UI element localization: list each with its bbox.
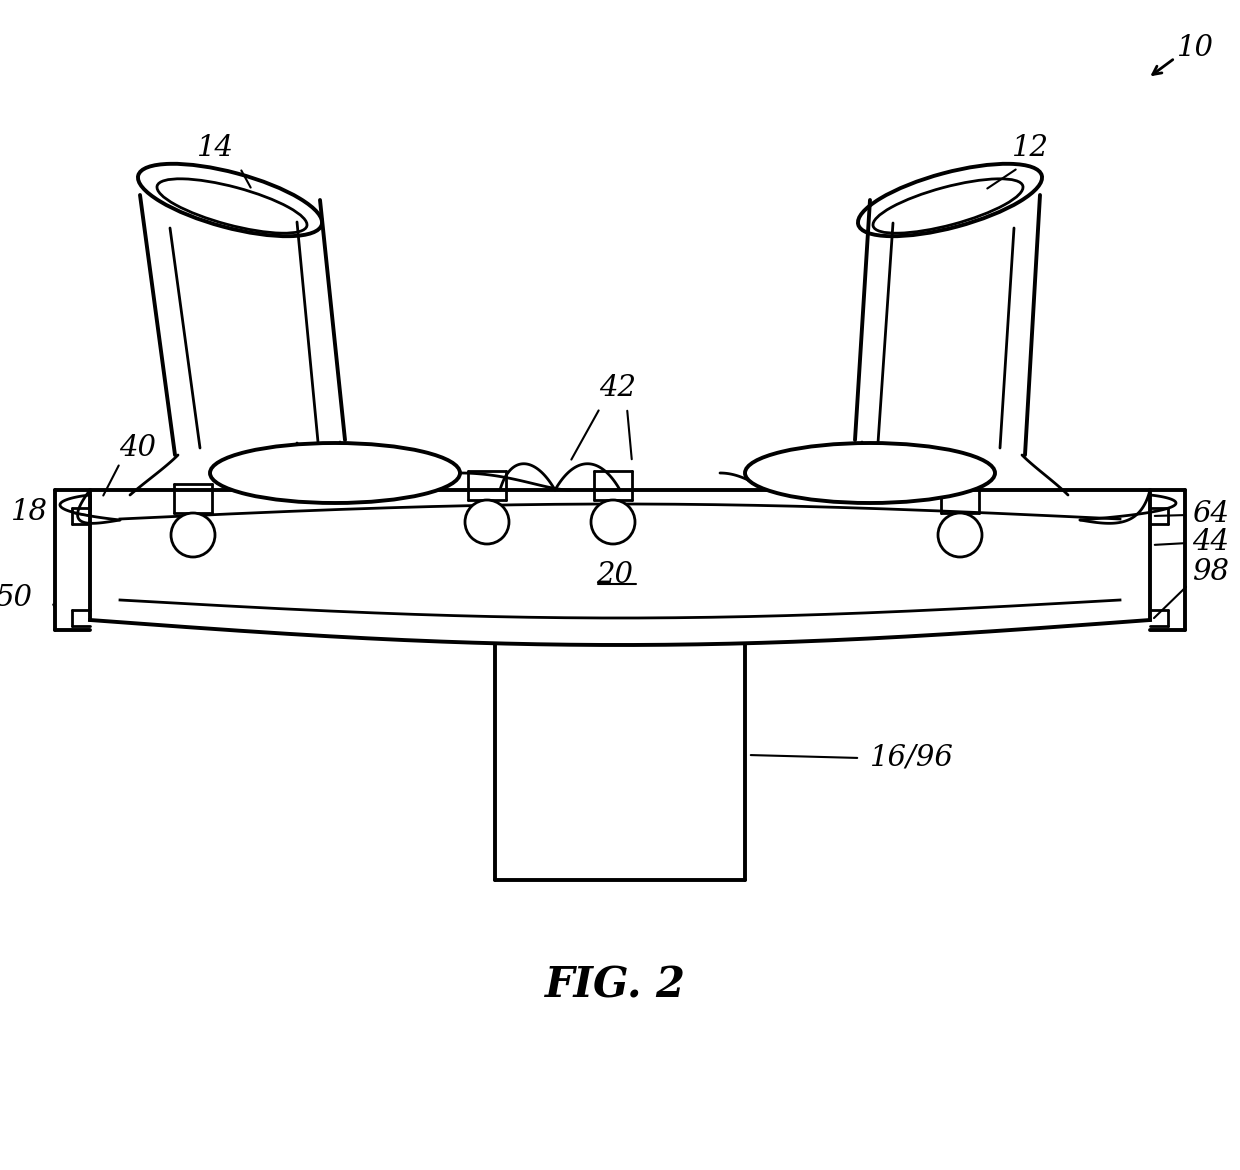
Circle shape xyxy=(591,500,635,544)
Text: 44: 44 xyxy=(1192,528,1229,556)
Text: 64: 64 xyxy=(1192,500,1229,528)
Text: 18: 18 xyxy=(11,498,48,526)
Text: 40: 40 xyxy=(119,434,156,462)
Text: 10: 10 xyxy=(1177,34,1214,62)
Ellipse shape xyxy=(745,443,994,503)
Text: FIG. 2: FIG. 2 xyxy=(544,964,686,1006)
Text: 42: 42 xyxy=(599,374,636,402)
Text: 50: 50 xyxy=(0,584,32,612)
Text: 20: 20 xyxy=(596,560,634,589)
Ellipse shape xyxy=(210,443,460,503)
Circle shape xyxy=(937,512,982,557)
Text: 12: 12 xyxy=(1012,135,1049,161)
Text: 98: 98 xyxy=(1192,558,1229,586)
Circle shape xyxy=(465,500,508,544)
Text: 16/96: 16/96 xyxy=(870,744,954,772)
Text: 14: 14 xyxy=(196,135,233,161)
Circle shape xyxy=(171,512,215,557)
